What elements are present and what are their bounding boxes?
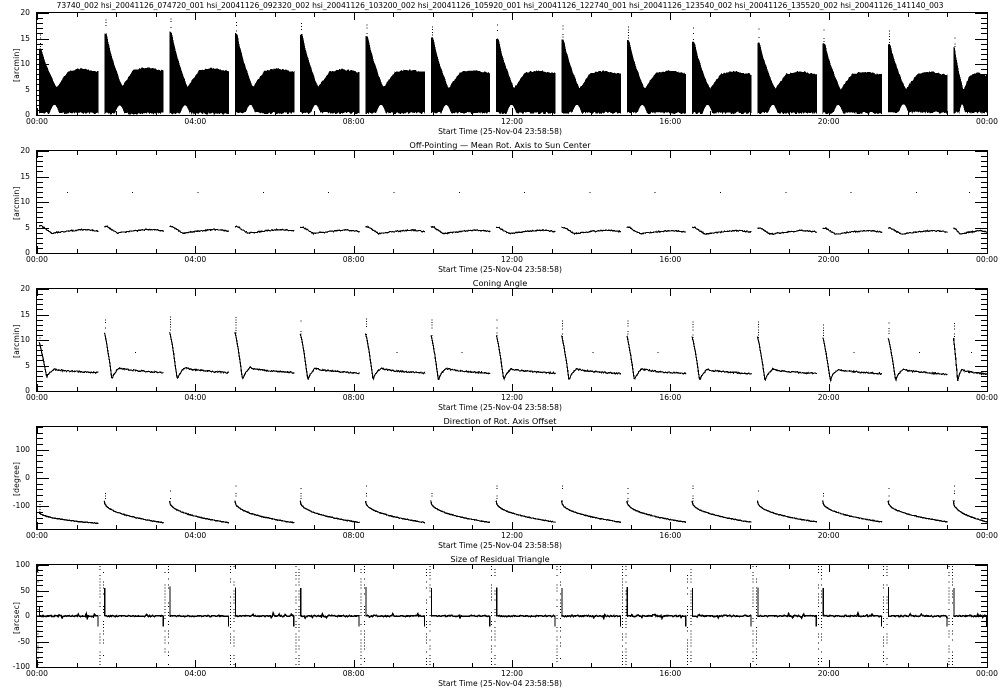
ytick-label: 5 — [25, 360, 30, 370]
xtick-label: 20:00 — [817, 117, 840, 126]
xtick-label: 16:00 — [659, 117, 682, 126]
plot-panel-4: Size of Residual Triangle -100 -50 0 50 100 [a… — [0, 554, 1000, 698]
ytick-label: 100 — [15, 444, 31, 454]
xtick-label: 16:00 — [659, 255, 682, 264]
xtick-label: 08:00 — [342, 531, 365, 540]
xtick-label: 20:00 — [817, 255, 840, 264]
xtick-label: 00:00 — [26, 669, 48, 678]
panel-title-1: Off-Pointing — Mean Rot. Axis to Sun Cen… — [409, 140, 591, 150]
ytick-label: -50 — [17, 636, 30, 646]
x-axis-label: Start Time (25-Nov-04 23:58:58) — [438, 127, 562, 136]
xtick-label: 00:00 — [26, 255, 48, 264]
plot-area-4 — [36, 564, 988, 668]
y-axis-label: [arcmin] — [12, 48, 21, 82]
plot-panel-1: Off-Pointing — Mean Rot. Axis to Sun Cen… — [0, 140, 1000, 284]
xtick-label: 08:00 — [342, 669, 365, 678]
xtick-label: 00:00 — [26, 393, 48, 402]
xtick-label: 20:00 — [817, 669, 840, 678]
panel-title-3: Direction of Rot. Axis Offset — [443, 416, 557, 426]
xtick-label: 12:00 — [501, 393, 523, 402]
xtick-label: 00:00 — [976, 669, 998, 678]
xtick-label: 08:00 — [342, 393, 365, 402]
xtick-label: 20:00 — [817, 393, 840, 402]
xtick-label: 08:00 — [342, 255, 365, 264]
xtick-label: 00:00 — [976, 531, 998, 540]
y-axis-label: [degree] — [12, 461, 21, 496]
xtick-label: 00:00 — [26, 531, 48, 540]
panel-title-2: Coning Angle — [472, 278, 528, 288]
figure-suptitle: 73740_002 hsi_20041126_074720_001 hsi_20… — [56, 1, 944, 10]
ytick-label: 0 — [25, 611, 30, 620]
xtick-label: 00:00 — [26, 117, 48, 126]
xtick-label: 00:00 — [976, 393, 998, 402]
plot-area-1 — [36, 150, 988, 254]
xtick-label: 00:00 — [976, 255, 998, 264]
ytick-label: 20 — [20, 8, 30, 17]
ytick-label: 0 — [25, 473, 30, 482]
ytick-label: 5 — [25, 84, 30, 94]
ytick-label: 20 — [20, 284, 30, 293]
xtick-label: 16:00 — [659, 393, 682, 402]
ytick-label: 10 — [20, 335, 30, 344]
x-axis-label: Start Time (25-Nov-04 23:58:58) — [438, 265, 562, 274]
xtick-label: 20:00 — [817, 531, 840, 540]
panel-title-4: Size of Residual Triangle — [450, 554, 550, 564]
xtick-label: 04:00 — [184, 117, 207, 126]
ytick-label: 5 — [25, 222, 30, 232]
ytick-label: 10 — [20, 59, 30, 68]
ytick-label: -100 — [12, 662, 30, 671]
xtick-label: 16:00 — [659, 669, 682, 678]
x-axis-label: Start Time (25-Nov-04 23:58:58) — [438, 541, 562, 550]
ytick-label: 50 — [20, 585, 30, 595]
xtick-label: 04:00 — [184, 255, 207, 264]
x-axis-label: Start Time (25-Nov-04 23:58:58) — [438, 679, 562, 688]
y-axis-label: [arcsec] — [12, 601, 21, 634]
plot-area-2 — [36, 288, 988, 392]
xtick-label: 04:00 — [184, 393, 207, 402]
plot-area-3 — [36, 426, 988, 530]
xtick-label: 04:00 — [184, 531, 207, 540]
ytick-label: 20 — [20, 146, 30, 155]
y-axis-label: [arcmin] — [12, 324, 21, 358]
plot-panel-2: Coning Angle 0 5 10 15 20 [arcmin] 00:00 04:00 08… — [0, 278, 1000, 422]
ytick-label: 0 — [25, 110, 30, 119]
xtick-label: 16:00 — [659, 531, 682, 540]
xtick-label: 12:00 — [501, 117, 523, 126]
ytick-label: 15 — [20, 171, 30, 181]
ytick-label: 15 — [20, 309, 30, 319]
ytick-label: 15 — [20, 33, 30, 43]
plot-area-0 — [36, 12, 988, 116]
xtick-label: 00:00 — [976, 117, 998, 126]
xtick-label: 12:00 — [501, 669, 523, 678]
plot-panel-3: Direction of Rot. Axis Offset -100 0 100 [de… — [0, 416, 1000, 560]
xtick-label: 12:00 — [501, 255, 523, 264]
xtick-label: 08:00 — [342, 117, 365, 126]
ytick-label: 0 — [25, 248, 30, 257]
xtick-label: 12:00 — [501, 531, 523, 540]
ytick-label: 100 — [15, 560, 31, 569]
y-axis-label: [arcmin] — [12, 186, 21, 220]
x-axis-label: Start Time (25-Nov-04 23:58:58) — [438, 403, 562, 412]
plot-panel-0: 0 5 10 15 20 [arcmin] 00:00 04:00 08:00 12:00 16:0… — [0, 8, 1000, 146]
ytick-label: -100 — [12, 501, 30, 511]
ytick-label: 0 — [25, 386, 30, 395]
ytick-label: 10 — [20, 197, 30, 206]
xtick-label: 04:00 — [184, 669, 207, 678]
